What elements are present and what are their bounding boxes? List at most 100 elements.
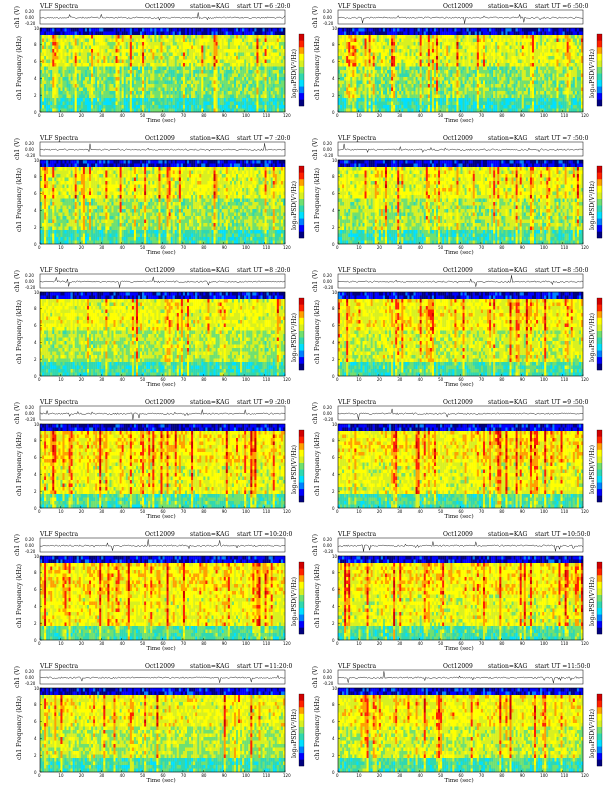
x-tick-label: 0: [336, 377, 339, 382]
x-tick-label: 20: [377, 641, 382, 646]
channel-tick-label: -0.20: [323, 21, 333, 26]
colorbar: [299, 430, 304, 503]
y-tick-label: 8: [34, 702, 37, 707]
panel-station: station=KAG: [190, 663, 229, 670]
y-tick-label: 6: [332, 719, 335, 724]
x-tick-label: 0: [38, 377, 41, 382]
channel-tick-label: 0.20: [323, 9, 332, 14]
panel-start-time: start UT =11:20:0: [237, 663, 292, 670]
y-tick-label: 4: [332, 340, 335, 345]
y-tick-label: 8: [34, 570, 37, 575]
channel-tick-label: 0.00: [25, 675, 34, 680]
channel-tick-label: -0.20: [25, 681, 35, 686]
y-tick-label: 4: [332, 208, 335, 213]
x-tick-label: 30: [397, 641, 402, 646]
x-tick-label: 50: [140, 113, 145, 118]
frequency-axis-label: ch1 Frequency (kHz): [16, 696, 23, 760]
panel-date: Oct12009: [145, 3, 175, 10]
channel-tick-label: 0.00: [25, 411, 34, 416]
y-tick-label: 6: [34, 587, 37, 592]
colorbar-frame: [596, 693, 603, 767]
y-tick-label: 8: [34, 306, 37, 311]
x-tick-label: 50: [140, 245, 145, 250]
panel-start-time: start UT =9 :20:0: [237, 399, 290, 406]
x-tick-label: 70: [479, 773, 484, 778]
panel-station: station=KAG: [488, 3, 527, 10]
channel-trace-frame: [337, 9, 584, 25]
channel-trace-frame: [337, 141, 584, 157]
panel-start-time: start UT =11:50:0: [535, 663, 590, 670]
y-tick-label: 10: [332, 422, 337, 427]
spectrogram-cells: [338, 688, 584, 773]
frequency-axis-label: ch1 Frequency (kHz): [314, 564, 321, 628]
y-tick-label: 0: [34, 638, 37, 643]
x-axis-label: Time (sec): [147, 118, 176, 124]
x-tick-label: 10: [356, 377, 361, 382]
spectrogram-cells: [40, 688, 286, 773]
y-tick-label: 0: [34, 506, 37, 511]
channel-tick-label: 0.00: [25, 543, 34, 548]
x-axis-label: Time (sec): [445, 778, 474, 784]
colorbar-label: log₁₀PSD(V²/Hz): [291, 181, 298, 230]
colorbar-frame: [298, 561, 305, 635]
channel-tick-label: 0.20: [323, 141, 332, 146]
x-tick-label: 70: [181, 641, 186, 646]
panel-plot: [337, 9, 603, 113]
y-tick-label: 0: [34, 374, 37, 379]
channel-tick-label: -0.20: [25, 153, 35, 158]
x-tick-label: 110: [561, 245, 569, 250]
channel-axis-label: ch1 (V): [312, 534, 319, 556]
panel-plot: [337, 405, 603, 509]
frequency-axis-label: ch1 Frequency (kHz): [314, 168, 321, 232]
y-tick-label: 10: [34, 554, 39, 559]
x-tick-label: 10: [356, 245, 361, 250]
x-tick-label: 60: [161, 377, 166, 382]
channel-trace-frame: [337, 405, 584, 421]
spectrogram-cells: [338, 160, 584, 245]
panel-date: Oct12009: [145, 267, 175, 274]
panel-plot: [337, 141, 603, 245]
x-tick-label: 40: [120, 113, 125, 118]
frequency-axis-label: ch1 Frequency (kHz): [314, 36, 321, 100]
x-axis-label: Time (sec): [445, 514, 474, 520]
x-tick-label: 110: [561, 641, 569, 646]
channel-tick-label: -0.20: [25, 417, 35, 422]
panel-start-time: start UT =8 :50:0: [535, 267, 588, 274]
panel-date: Oct12009: [443, 663, 473, 670]
channel-tick-label: 0.20: [25, 405, 34, 410]
x-tick-label: 70: [479, 377, 484, 382]
channel-trace-line: [337, 671, 584, 684]
channel-trace-frame: [39, 537, 286, 553]
channel-trace-line: [39, 143, 286, 153]
colorbar-frame: [596, 429, 603, 503]
channel-axis-label: ch1 (V): [14, 270, 21, 292]
x-tick-label: 70: [181, 113, 186, 118]
channel-tick-label: -0.20: [323, 417, 333, 422]
x-tick-label: 50: [438, 509, 443, 514]
panel-station: station=KAG: [488, 663, 527, 670]
x-tick-label: 50: [438, 641, 443, 646]
x-tick-label: 110: [561, 773, 569, 778]
y-tick-label: 2: [332, 753, 335, 758]
colorbar-label: log₁₀PSD(V²/Hz): [589, 313, 596, 362]
x-tick-label: 100: [242, 113, 250, 118]
x-tick-label: 30: [99, 113, 104, 118]
y-tick-label: 0: [34, 110, 37, 115]
panel-title: VLF Spectra: [40, 3, 78, 10]
channel-tick-label: -0.20: [323, 285, 333, 290]
channel-trace-line: [39, 674, 286, 683]
channel-tick-label: 0.00: [25, 279, 34, 284]
colorbar: [299, 166, 304, 239]
y-tick-label: 8: [34, 42, 37, 47]
panel-station: station=KAG: [190, 399, 229, 406]
x-tick-label: 120: [283, 641, 291, 646]
y-tick-label: 8: [332, 570, 335, 575]
y-tick-label: 2: [34, 489, 37, 494]
x-axis-label: Time (sec): [147, 646, 176, 652]
y-tick-label: 0: [332, 638, 335, 643]
y-tick-label: 2: [332, 357, 335, 362]
y-tick-label: 2: [332, 489, 335, 494]
x-tick-label: 70: [181, 377, 186, 382]
x-tick-label: 90: [520, 113, 525, 118]
frequency-axis-label: ch1 Frequency (kHz): [16, 564, 23, 628]
